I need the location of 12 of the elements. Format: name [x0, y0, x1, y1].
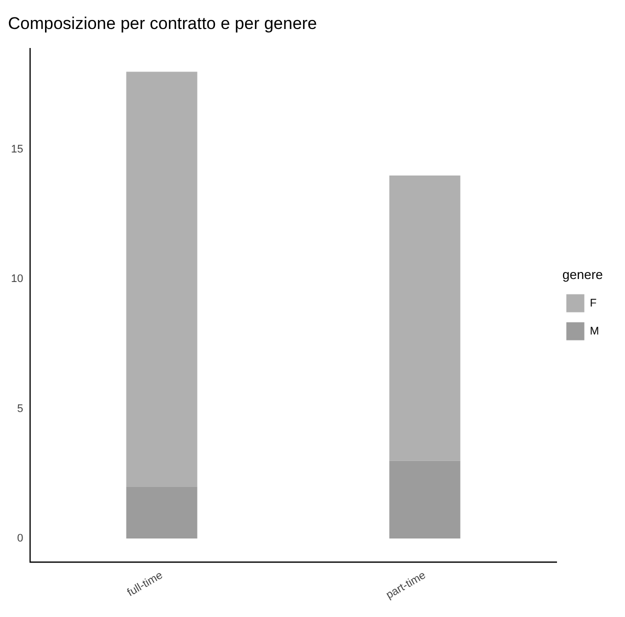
legend-label: F [590, 297, 597, 310]
y-tick-label: 10 [10, 273, 24, 286]
legend-label: M [590, 325, 600, 338]
bar [126, 72, 198, 487]
chart-title: Composizione per contratto e per genere [8, 14, 318, 33]
y-tick-label: 5 [17, 402, 24, 415]
y-tick-label: 15 [10, 144, 24, 156]
bar [126, 486, 198, 539]
legend-title: genere [562, 266, 603, 282]
bar [389, 460, 460, 539]
bar [389, 175, 460, 461]
y-tick-label: 0 [17, 532, 24, 545]
